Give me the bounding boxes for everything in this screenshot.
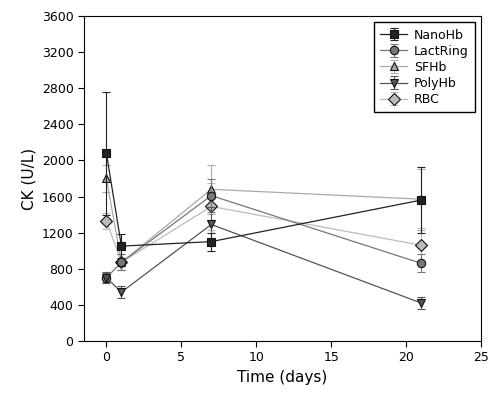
Y-axis label: CK (U/L): CK (U/L) <box>21 147 36 210</box>
X-axis label: Time (days): Time (days) <box>238 370 328 385</box>
Legend: NanoHb, LactRing, SFHb, PolyHb, RBC: NanoHb, LactRing, SFHb, PolyHb, RBC <box>374 22 474 112</box>
